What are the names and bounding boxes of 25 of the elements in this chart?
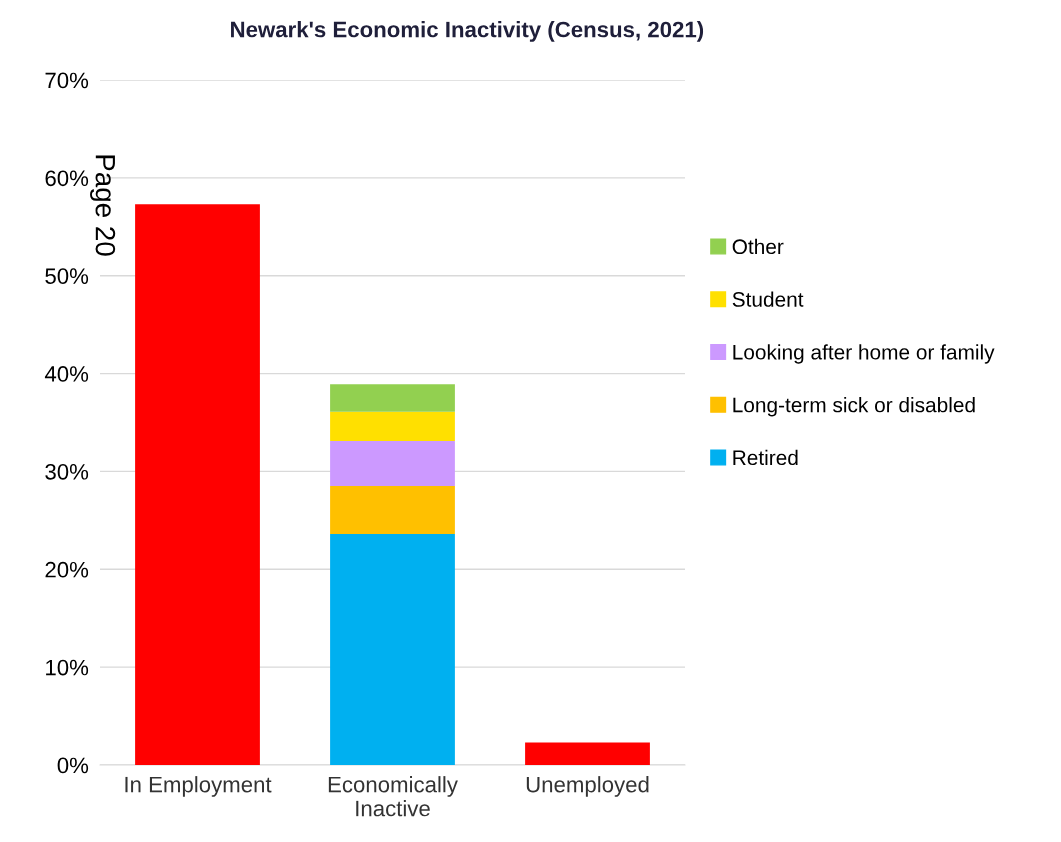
x-tick-label: In Employment (125, 776, 272, 797)
legend-label: Looking after home or family (733, 344, 995, 364)
bar (525, 742, 650, 765)
y-tick-label: 0% (57, 757, 89, 774)
legend-label: Student (732, 291, 804, 307)
y-tick-label: 60% (45, 170, 89, 187)
bar (330, 441, 455, 487)
legend-label: Long-term sick or disabled (733, 397, 975, 417)
bar (330, 384, 455, 412)
bar (330, 411, 455, 442)
y-tick-label: 50% (45, 268, 89, 284)
y-tick-label: 40% (44, 366, 89, 382)
y-tick-label: 10% (46, 659, 89, 676)
y-tick-label: 30% (45, 463, 89, 480)
y-tick-label: 20% (45, 561, 89, 578)
y-tick-label: 70% (45, 72, 89, 89)
legend-label: Retired (733, 449, 798, 466)
x-tick-label: Economically Inactive (328, 776, 458, 817)
bar (330, 534, 455, 765)
chart-title: Newark's Economic Inactivity (Census, 2021) (231, 21, 704, 42)
legend-label: Other (732, 238, 784, 255)
x-tick-label: Unemployed (526, 776, 649, 797)
annotation: Page 20 (90, 155, 116, 256)
bar (135, 204, 260, 765)
bar (330, 486, 455, 535)
